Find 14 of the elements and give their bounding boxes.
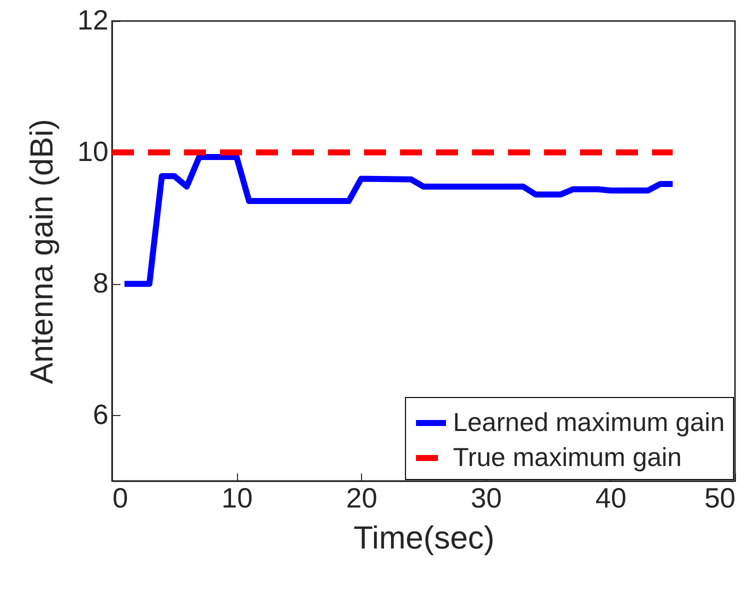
x-tick-label: 30 xyxy=(470,482,502,514)
y-tick-label: 8 xyxy=(92,267,108,298)
legend-label: Learned maximum gain xyxy=(453,407,725,437)
x-tick-label: 10 xyxy=(222,482,253,514)
y-axis-title: Antenna gain (dBi) xyxy=(23,118,60,384)
y-tick-label: 10 xyxy=(77,136,108,167)
legend-label: True maximum gain xyxy=(453,442,682,472)
x-tick-label: 0 xyxy=(112,482,128,514)
x-tick-label: 20 xyxy=(346,482,378,514)
x-tick-label: 40 xyxy=(595,482,626,514)
x-axis-title: Time(sec) xyxy=(353,520,495,556)
y-tick-label: 6 xyxy=(92,398,108,430)
y-tick-label: 12 xyxy=(77,4,108,36)
x-tick-label: 50 xyxy=(704,482,736,514)
